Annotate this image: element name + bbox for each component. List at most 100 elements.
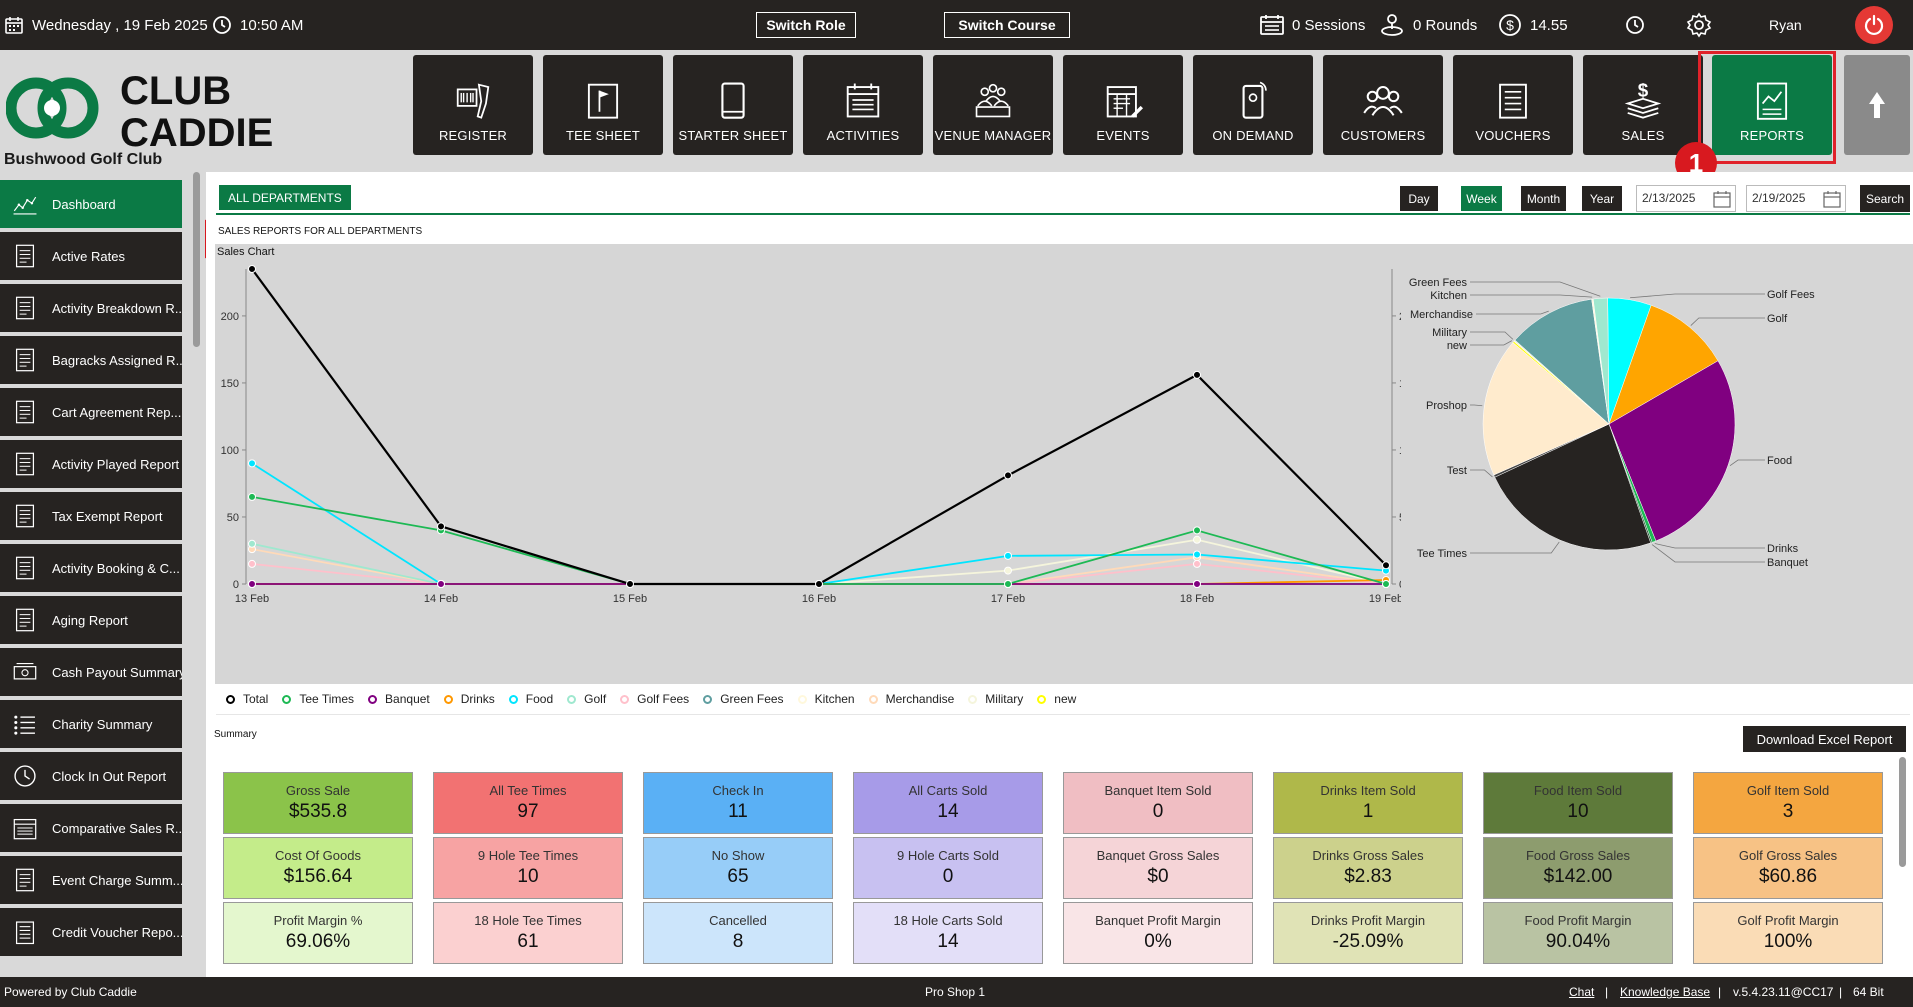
- location-label: Pro Shop 1: [925, 985, 986, 999]
- legend-marker: [797, 694, 807, 704]
- download-excel-button[interactable]: Download Excel Report: [1743, 726, 1906, 752]
- user-name[interactable]: Ryan: [1769, 17, 1802, 33]
- legend-item[interactable]: Golf: [567, 692, 606, 706]
- data-point: [626, 580, 634, 588]
- legend-item[interactable]: Tee Times: [282, 692, 354, 706]
- card-value: 14: [937, 931, 959, 952]
- summary-card-all-carts-sold: All Carts Sold 14: [853, 772, 1043, 834]
- sessions-indicator[interactable]: 0 Sessions: [1260, 0, 1365, 50]
- legend-marker: [1037, 694, 1047, 704]
- module-venue-manager[interactable]: VENUE MANAGER: [933, 55, 1053, 155]
- sidebar-item-dashboard[interactable]: Dashboard: [0, 180, 182, 228]
- legend-label: Green Fees: [720, 692, 784, 706]
- module-sales[interactable]: $ SALES: [1583, 55, 1703, 155]
- history-button[interactable]: [1625, 0, 1653, 50]
- summary-card-golf-item-sold: Golf Item Sold 3: [1693, 772, 1883, 834]
- rounds-indicator[interactable]: 0 Rounds: [1379, 0, 1477, 50]
- legend-item[interactable]: Food: [508, 692, 553, 706]
- sidebar-icon: [10, 761, 40, 791]
- balance-indicator[interactable]: $ 14.55: [1498, 0, 1568, 50]
- module-tee-sheet[interactable]: TEE SHEET: [543, 55, 663, 155]
- sidebar-item-event-charge-summ[interactable]: Event Charge Summ...: [0, 856, 182, 904]
- summary-card-banquet-profit-margin: Banquet Profit Margin 0%: [1063, 902, 1253, 964]
- y-tick-label: 100: [221, 445, 239, 457]
- legend-item[interactable]: Military: [968, 692, 1023, 706]
- sidebar-item-aging-report[interactable]: Aging Report: [0, 596, 182, 644]
- report-icon: [15, 348, 35, 372]
- sidebar-item-activity-booking-c[interactable]: Activity Booking & C...: [0, 544, 182, 592]
- range-year-button[interactable]: Year: [1582, 186, 1622, 211]
- range-month-button[interactable]: Month: [1521, 186, 1566, 211]
- balance-text: 14.55: [1530, 16, 1568, 34]
- sidebar-item-charity-summary[interactable]: Charity Summary: [0, 700, 182, 748]
- calendar-icon: [13, 818, 37, 840]
- data-point: [815, 580, 823, 588]
- sidebar-item-bagracks-assigned-r[interactable]: Bagracks Assigned R...: [0, 336, 182, 384]
- legend-marker: [703, 694, 713, 704]
- summary-card-food-profit-margin: Food Profit Margin 90.04%: [1483, 902, 1673, 964]
- sales-pie-chart: Golf Fees Golf Food Drinks Banquet Tee Times T…: [1401, 244, 1913, 684]
- module-reports[interactable]: REPORTS: [1712, 55, 1832, 155]
- summary-card-no-show: No Show 65: [643, 837, 833, 899]
- collapse-header-button[interactable]: [1844, 55, 1910, 155]
- legend-item[interactable]: Kitchen: [797, 692, 855, 706]
- legend-label: new: [1054, 692, 1077, 706]
- sidebar-item-tax-exempt-report[interactable]: Tax Exempt Report: [0, 492, 182, 540]
- sidebar-icon: [10, 865, 40, 895]
- sidebar-scrollbar[interactable]: [193, 172, 200, 347]
- main-scrollbar[interactable]: [1899, 757, 1906, 867]
- sidebar-item-activity-breakdown-r[interactable]: Activity Breakdown R...: [0, 284, 182, 332]
- logout-button[interactable]: [1855, 6, 1893, 44]
- legend-item[interactable]: Drinks: [443, 692, 495, 706]
- arrow-up-icon: [1869, 92, 1885, 118]
- summary-card-check-in: Check In 11: [643, 772, 833, 834]
- sidebar-item-comparative-sales-r[interactable]: Comparative Sales R...: [0, 804, 182, 852]
- switch-role-button[interactable]: Switch Role: [756, 12, 856, 38]
- all-departments-button[interactable]: ALL DEPARTMENTS: [219, 185, 351, 210]
- module-vouchers[interactable]: VOUCHERS: [1453, 55, 1573, 155]
- calendar-picker-icon[interactable]: [1713, 190, 1731, 208]
- search-button[interactable]: Search: [1860, 185, 1910, 212]
- module-activities[interactable]: ACTIVITIES: [803, 55, 923, 155]
- module-register[interactable]: REGISTER: [413, 55, 533, 155]
- data-point: [1193, 559, 1201, 568]
- pie-slice-golf: [1608, 304, 1719, 425]
- range-day-button[interactable]: Day: [1400, 186, 1438, 211]
- chat-link[interactable]: Chat: [1569, 985, 1595, 999]
- switch-course-button[interactable]: Switch Course: [944, 12, 1070, 38]
- module-customers[interactable]: CUSTOMERS: [1323, 55, 1443, 155]
- from-date-field[interactable]: 2/13/2025: [1636, 185, 1736, 212]
- module-events[interactable]: EVENTS: [1063, 55, 1183, 155]
- data-point: [1193, 526, 1201, 535]
- legend-item[interactable]: Merchandise: [868, 692, 954, 706]
- sidebar-item-activity-played-report[interactable]: Activity Played Report: [0, 440, 182, 488]
- sidebar-item-cart-agreement-rep[interactable]: Cart Agreement Rep...: [0, 388, 182, 436]
- legend-item[interactable]: Banquet: [368, 692, 430, 706]
- sidebar-item-clock-in-out-report[interactable]: Clock In Out Report: [0, 752, 182, 800]
- legend-item[interactable]: Green Fees: [703, 692, 784, 706]
- pie-leader-line: [1470, 331, 1514, 340]
- sidebar-item-credit-voucher-repo[interactable]: Credit Voucher Repo...: [0, 908, 182, 956]
- pie-label: Merchandise: [1410, 309, 1473, 321]
- settings-button[interactable]: [1686, 0, 1720, 50]
- legend-item[interactable]: new: [1037, 692, 1076, 706]
- module-starter-sheet[interactable]: STARTER SHEET: [673, 55, 793, 155]
- time-display: 10:50 AM: [212, 0, 303, 50]
- data-point: [1193, 580, 1201, 588]
- sidebar-icon: [10, 501, 40, 531]
- legend-item[interactable]: Total: [226, 692, 268, 706]
- module-on-demand[interactable]: ON DEMAND: [1193, 55, 1313, 155]
- sessions-text: 0 Sessions: [1292, 16, 1366, 34]
- knowledge-base-link[interactable]: Knowledge Base: [1620, 985, 1711, 999]
- legend-item[interactable]: Golf Fees: [620, 692, 689, 706]
- to-date-field[interactable]: 2/19/2025: [1746, 185, 1846, 212]
- module-label: VOUCHERS: [1475, 128, 1551, 143]
- sidebar-item-cash-payout-summary[interactable]: Cash Payout Summary: [0, 648, 182, 696]
- summary-card-food-item-sold: Food Item Sold 10: [1483, 772, 1673, 834]
- pie-label: Green Fees: [1409, 277, 1468, 289]
- sidebar-item-active-rates[interactable]: Active Rates: [0, 232, 182, 280]
- summary-card-cost-of-goods: Cost Of Goods $156.64: [223, 837, 413, 899]
- range-week-button[interactable]: Week: [1461, 186, 1502, 211]
- pie-label: Golf Fees: [1767, 289, 1815, 301]
- calendar-picker-icon[interactable]: [1823, 190, 1841, 208]
